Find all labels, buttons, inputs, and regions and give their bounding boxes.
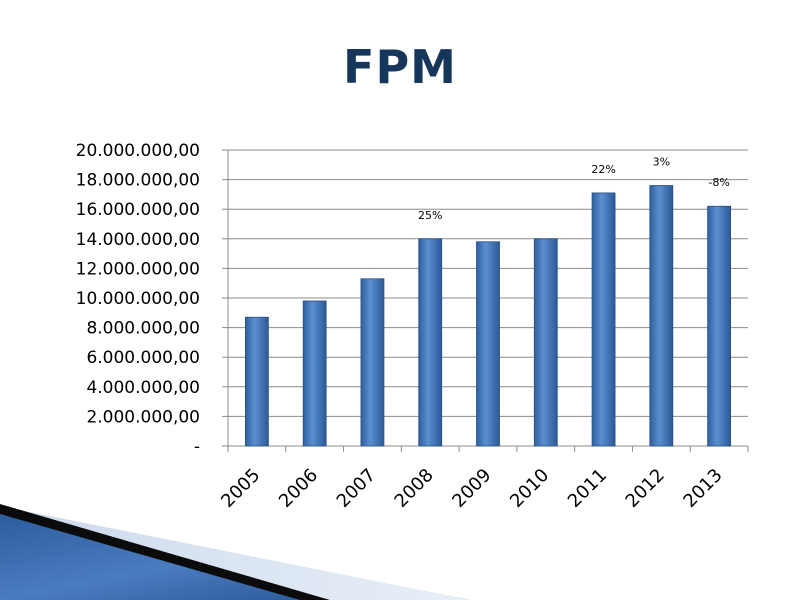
- bar-2013: [707, 205, 732, 447]
- y-tick-label: 14.000.000,00: [76, 230, 200, 250]
- y-tick-label: 20.000.000,00: [76, 141, 200, 161]
- slide-title: FPM: [343, 40, 457, 94]
- x-tick-label: 2008: [391, 465, 438, 512]
- bar-2006: [302, 300, 327, 447]
- y-tick-label: 12.000.000,00: [76, 259, 200, 279]
- x-tick-label: 2009: [448, 465, 495, 512]
- y-tick-label: 8.000.000,00: [86, 319, 200, 339]
- data-label: -8%: [708, 176, 729, 189]
- y-tick-label: -: [194, 437, 200, 457]
- bar-2009: [476, 241, 500, 447]
- data-label: 3%: [653, 156, 670, 169]
- y-tick-label: 4.000.000,00: [86, 378, 200, 398]
- y-axis-tick-labels: - 2.000.000,00 4.000.000,00 6.000.000,00 8.0…: [76, 141, 200, 457]
- x-tick-label: 2011: [564, 465, 611, 512]
- data-labels: 25% 22% 3% -8%: [418, 156, 730, 222]
- bars: [244, 185, 732, 447]
- x-tick-label: 2006: [275, 465, 322, 512]
- x-tick-label: 2013: [679, 465, 726, 512]
- x-tick-label: 2012: [622, 465, 669, 512]
- data-label: 22%: [591, 163, 615, 176]
- y-tick-label: 10.000.000,00: [76, 289, 200, 309]
- bar-2010: [533, 238, 558, 447]
- data-label: 25%: [418, 209, 442, 222]
- bar-2008: [418, 238, 443, 447]
- y-tick-label: 18.000.000,00: [76, 171, 200, 191]
- x-tick-label: 2005: [217, 465, 264, 512]
- bar-2005: [244, 316, 269, 447]
- y-tick-label: 2.000.000,00: [86, 407, 200, 427]
- y-tick-label: 16.000.000,00: [76, 200, 200, 220]
- bar-2007: [360, 278, 385, 447]
- bar-2011: [591, 192, 616, 447]
- x-tick-label: 2010: [506, 465, 553, 512]
- y-tick-label: 6.000.000,00: [86, 348, 200, 368]
- bar-2012: [649, 185, 674, 447]
- x-axis-tick-labels: 2005 2006 2007 2008 2009 2010 2011 2012 2013: [217, 465, 726, 512]
- x-tick-label: 2007: [333, 465, 380, 512]
